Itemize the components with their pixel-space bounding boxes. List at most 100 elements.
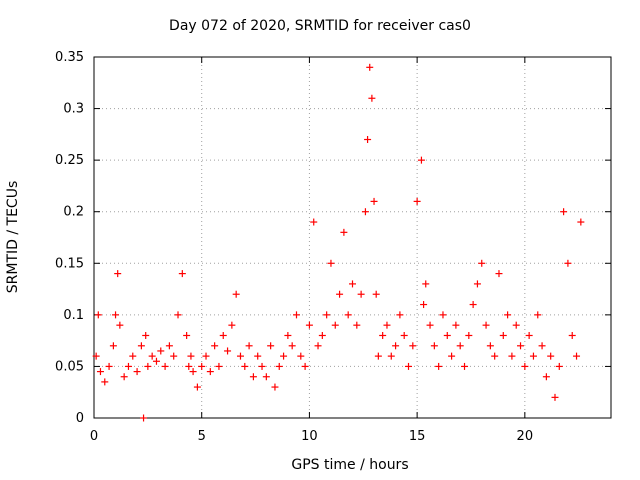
data-point: [426, 321, 434, 329]
data-point: [400, 331, 408, 339]
data-point: [232, 290, 240, 298]
data-point: [443, 331, 451, 339]
data-point: [465, 331, 473, 339]
data-point: [228, 321, 236, 329]
grid-lines: [94, 57, 611, 418]
data-point: [96, 368, 104, 376]
data-point: [461, 362, 469, 370]
data-point: [170, 352, 178, 360]
data-point: [499, 331, 507, 339]
data-point: [409, 342, 417, 350]
chart-title: Day 072 of 2020, SRMTID for receiver cas…: [169, 18, 471, 34]
data-point: [275, 362, 283, 370]
data-point: [236, 352, 244, 360]
data-point: [413, 197, 421, 205]
data-point: [560, 208, 568, 216]
data-point: [344, 311, 352, 319]
data-point: [405, 362, 413, 370]
data-point: [241, 362, 249, 370]
data-point: [538, 342, 546, 350]
data-point: [331, 321, 339, 329]
data-point: [323, 311, 331, 319]
data-point: [555, 362, 563, 370]
data-point: [189, 368, 197, 376]
data-point: [439, 311, 447, 319]
x-tick-label: 10: [301, 429, 318, 444]
data-point: [366, 63, 374, 71]
data-point: [486, 342, 494, 350]
data-point: [573, 352, 581, 360]
y-tick-label: 0.1: [63, 308, 84, 323]
y-tick-label: 0.35: [55, 50, 84, 65]
data-point: [525, 331, 533, 339]
data-point: [379, 331, 387, 339]
data-points: [92, 63, 585, 422]
data-point: [564, 259, 572, 267]
data-point: [547, 352, 555, 360]
data-point: [271, 383, 279, 391]
data-point: [529, 352, 537, 360]
data-point: [364, 136, 372, 144]
data-point: [215, 362, 223, 370]
data-point: [137, 342, 145, 350]
data-point: [249, 373, 257, 381]
data-point: [491, 352, 499, 360]
data-point: [327, 259, 335, 267]
data-point: [387, 352, 395, 360]
data-point: [435, 362, 443, 370]
x-tick-label: 15: [409, 429, 426, 444]
data-point: [340, 228, 348, 236]
y-tick-label: 0.3: [63, 102, 84, 117]
data-point: [318, 331, 326, 339]
x-tick-label: 20: [517, 429, 534, 444]
data-point: [392, 342, 400, 350]
data-point: [357, 290, 365, 298]
data-point: [193, 383, 201, 391]
data-point: [534, 311, 542, 319]
data-point: [161, 362, 169, 370]
data-point: [417, 156, 425, 164]
x-axis-label: GPS time / hours: [291, 457, 409, 473]
data-point: [144, 362, 152, 370]
data-point: [448, 352, 456, 360]
y-tick-label: 0.25: [55, 153, 84, 168]
data-point: [258, 362, 266, 370]
data-point: [206, 368, 214, 376]
data-point: [109, 342, 117, 350]
data-point: [473, 280, 481, 288]
data-point: [512, 321, 520, 329]
data-point: [542, 373, 550, 381]
data-point: [198, 362, 206, 370]
data-point: [456, 342, 464, 350]
data-point: [349, 280, 356, 288]
data-point: [430, 342, 438, 350]
data-point: [219, 331, 227, 339]
data-point: [165, 342, 173, 350]
y-tick-label: 0.05: [55, 359, 84, 374]
data-point: [152, 357, 160, 365]
data-point: [94, 311, 102, 319]
data-point: [301, 362, 309, 370]
data-point: [183, 331, 191, 339]
data-point: [174, 311, 182, 319]
data-point: [120, 373, 128, 381]
data-point: [305, 321, 313, 329]
data-point: [178, 270, 186, 278]
data-point: [254, 352, 262, 360]
data-point: [211, 342, 219, 350]
y-axis-label: SRMTID / TECUs: [5, 180, 21, 294]
data-point: [124, 362, 132, 370]
data-point: [314, 342, 322, 350]
data-point: [114, 270, 122, 278]
data-point: [105, 362, 113, 370]
data-point: [280, 352, 288, 360]
data-point: [568, 331, 576, 339]
data-point: [148, 352, 156, 360]
y-tick-label: 0: [76, 411, 84, 426]
data-point: [245, 342, 253, 350]
data-point: [469, 301, 477, 309]
axis-ticks: 0 0.05 0.1 0.15 0.2 0.25 0.3 0.35 0 5 10 15 20: [55, 50, 611, 444]
data-point: [517, 342, 525, 350]
data-point: [185, 362, 193, 370]
